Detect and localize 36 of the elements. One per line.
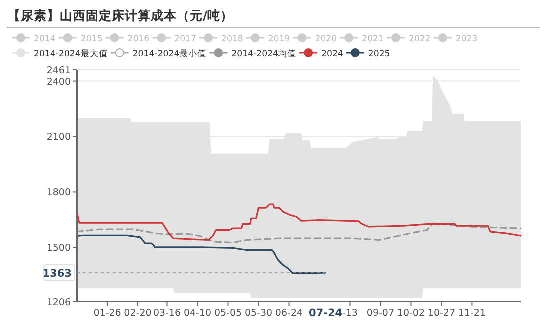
legend-label: 2015	[80, 34, 103, 44]
y-tick-label: 2100	[46, 132, 71, 144]
legend-label: 2014-2024最小值	[132, 48, 207, 60]
legend-label: 2014-2024均值	[232, 48, 297, 60]
legend-label: 2014	[34, 34, 56, 44]
y-tick-label: 1206	[46, 298, 71, 308]
legend-label: 2022	[409, 34, 431, 44]
annotation: 1363	[42, 268, 72, 280]
x-tick-label: 05-05	[214, 308, 242, 319]
x-tick-label: 06-24	[275, 308, 304, 319]
x-tick-label: -13	[342, 308, 358, 319]
x-tick-label: 10-02	[397, 308, 426, 319]
legend-label: 2024	[322, 50, 344, 60]
legend-label: 2017	[174, 34, 196, 44]
x-tick-label: 04-10	[184, 308, 212, 319]
y-tick-label: 1800	[46, 188, 71, 199]
x-tick-label: 09-07	[366, 308, 395, 319]
x-tick-label: 05-30	[244, 308, 273, 319]
y-tick-label: 2400	[46, 76, 71, 88]
chart-title: 【尿素】山西固定床计算成本（元/吨）	[8, 8, 234, 23]
legend-label: 2025	[368, 50, 390, 60]
x-tick-label: 02-20	[124, 308, 152, 319]
legend-label: 2014-2024最大值	[34, 48, 108, 60]
legend-label: 2023	[456, 34, 478, 44]
legend-label: 2021	[362, 34, 384, 44]
x-tick-label: 10-27	[428, 308, 456, 319]
x-tick-label: 03-16	[153, 308, 182, 319]
y-tick-label: 2461	[46, 66, 71, 76]
x-tick-label: 11-21	[458, 308, 486, 319]
annotation: 07-24	[309, 308, 343, 320]
legend-label: 2016	[128, 34, 150, 44]
legend-label: 2019	[268, 34, 290, 44]
legend-label: 2020	[315, 34, 338, 44]
legend-label: 2018	[222, 34, 244, 44]
y-tick-label: 1500	[46, 243, 71, 254]
x-tick-label: 01-26	[94, 308, 122, 319]
